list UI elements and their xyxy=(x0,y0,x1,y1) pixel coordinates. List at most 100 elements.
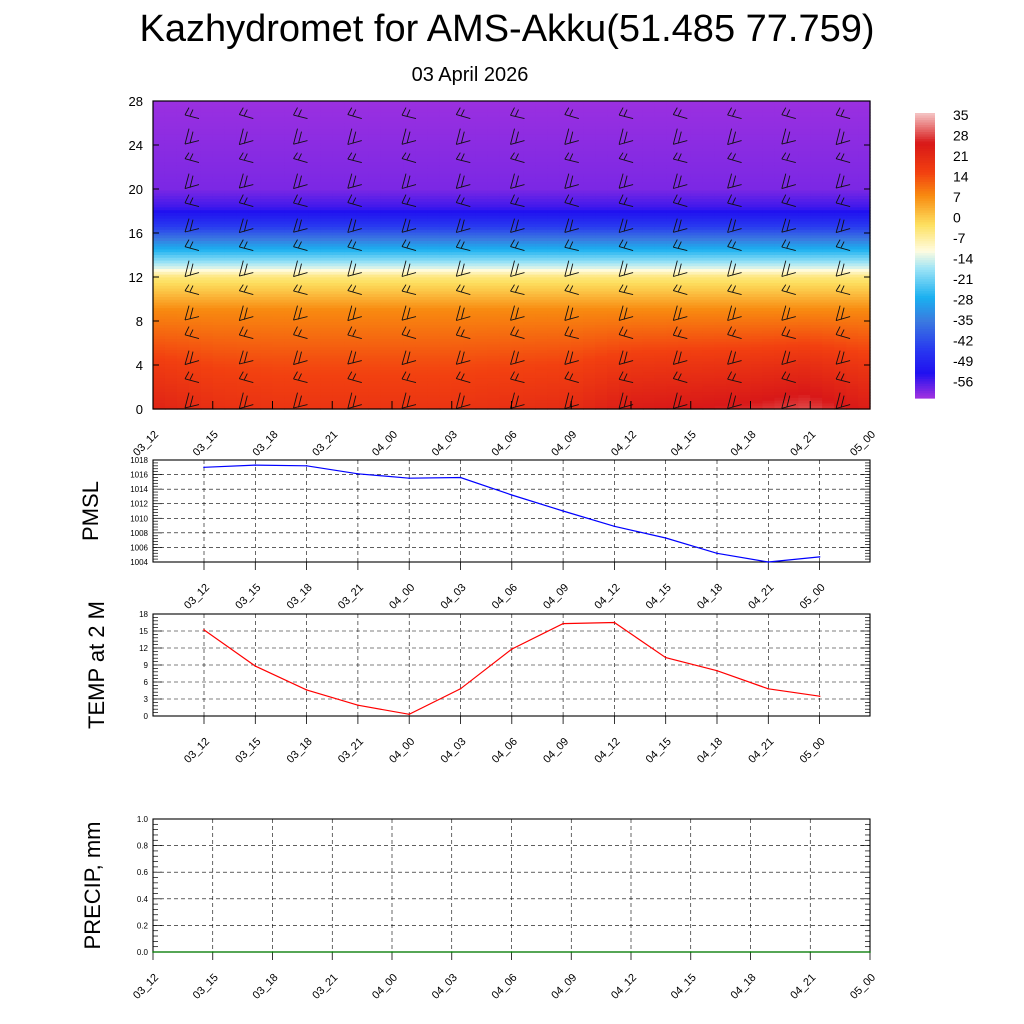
heatmap-cell xyxy=(547,224,560,228)
heatmap-cell xyxy=(212,260,226,264)
heatmap-cell xyxy=(356,271,369,276)
heatmap-cell xyxy=(164,358,178,362)
heatmap-cell xyxy=(607,364,620,368)
heatmap-cell xyxy=(535,347,548,351)
heatmap-cell xyxy=(571,372,584,376)
heatmap-cell xyxy=(631,347,644,351)
heatmap-cell xyxy=(224,193,238,197)
heatmap-cell xyxy=(607,201,620,206)
heatmap-cell xyxy=(236,322,250,326)
heatmap-cell xyxy=(451,367,465,371)
heatmap-cell xyxy=(188,126,202,130)
heatmap-cell xyxy=(678,140,692,144)
heatmap-cell xyxy=(320,350,333,354)
heatmap-cell xyxy=(415,389,429,393)
heatmap-cell xyxy=(535,313,548,318)
heatmap-cell xyxy=(427,165,441,169)
heatmap-cell xyxy=(678,106,692,110)
heatmap-cell xyxy=(320,210,333,214)
heatmap-cell xyxy=(296,280,309,284)
heatmap-cell xyxy=(607,204,620,208)
heatmap-cell xyxy=(344,336,357,340)
heatmap-cell xyxy=(368,101,381,105)
heatmap-cell xyxy=(188,285,202,290)
heatmap-cell xyxy=(164,131,178,136)
heatmap-cell xyxy=(535,196,548,200)
heatmap-cell xyxy=(475,327,489,332)
heatmap-cell xyxy=(607,333,620,337)
heatmap-cell xyxy=(642,383,656,388)
heatmap-cell xyxy=(248,364,262,368)
heatmap-cell xyxy=(678,185,692,189)
heatmap-cell xyxy=(547,187,560,192)
heatmap-cell xyxy=(200,325,214,329)
heatmap-cell xyxy=(272,101,286,105)
heatmap-cell xyxy=(547,193,560,197)
heatmap-cell xyxy=(344,134,357,138)
heatmap-cell xyxy=(619,143,632,147)
heatmap-cell xyxy=(463,154,477,158)
heatmap-cell xyxy=(451,327,465,332)
heatmap-cell xyxy=(212,120,226,124)
heatmap-cell xyxy=(487,123,501,127)
heatmap-cell xyxy=(678,347,692,351)
heatmap-cell xyxy=(463,246,477,250)
heatmap-cell xyxy=(427,344,441,348)
heatmap-cell xyxy=(200,269,214,273)
heatmap-cell xyxy=(475,173,489,178)
heatmap-cell xyxy=(499,353,513,357)
heatmap-cell xyxy=(344,140,357,144)
heatmap-cell xyxy=(392,392,405,396)
heatmap-cell xyxy=(308,381,321,385)
heatmap-cell xyxy=(224,285,238,290)
heatmap-cell xyxy=(463,271,477,276)
heatmap-cell xyxy=(547,137,560,141)
heatmap-cell xyxy=(607,249,620,253)
heatmap-cell xyxy=(631,115,644,119)
heatmap-cell xyxy=(248,207,262,211)
heatmap-cell xyxy=(164,367,178,371)
heatmap-cell xyxy=(368,386,381,390)
heatmap-cell xyxy=(511,123,525,127)
heatmap-cell xyxy=(356,134,369,138)
heatmap-cell xyxy=(666,171,680,175)
heatmap-cell xyxy=(200,106,214,110)
heatmap-cell xyxy=(535,157,548,161)
heatmap-cell xyxy=(248,221,262,225)
heatmap-cell xyxy=(523,299,536,304)
heatmap-cell xyxy=(487,383,501,388)
heatmap-cell xyxy=(571,406,584,410)
heatmap-cell xyxy=(344,392,357,396)
heatmap-cell xyxy=(200,235,214,239)
heatmap-cell xyxy=(368,210,381,214)
heatmap-cell xyxy=(188,199,202,203)
heatmap-cell xyxy=(332,165,345,169)
heatmap-cell xyxy=(415,221,429,225)
heatmap-cell xyxy=(272,159,286,164)
heatmap-cell xyxy=(547,204,560,208)
heatmap-cell xyxy=(439,330,453,334)
heatmap-cell xyxy=(427,378,441,382)
heatmap-cell xyxy=(200,193,214,197)
heatmap-cell xyxy=(260,232,274,236)
heatmap-cell xyxy=(654,207,668,211)
heatmap-cell xyxy=(439,145,453,150)
heatmap-cell xyxy=(308,112,321,116)
heatmap-cell xyxy=(642,179,656,183)
heatmap-cell xyxy=(164,333,178,337)
heatmap-cell xyxy=(619,333,632,337)
heatmap-cell xyxy=(583,171,596,175)
heatmap-cell xyxy=(463,106,477,110)
heatmap-cell xyxy=(260,269,274,273)
heatmap-cell xyxy=(200,291,214,295)
heatmap-cell xyxy=(153,196,166,200)
heatmap-cell xyxy=(212,372,226,376)
heatmap-cell xyxy=(571,145,584,150)
heatmap-cell xyxy=(272,322,286,326)
heatmap-cell xyxy=(296,403,309,407)
heatmap-cell xyxy=(212,154,226,158)
heatmap-cell xyxy=(153,255,166,259)
heatmap-cell xyxy=(523,347,536,351)
heatmap-cell xyxy=(547,134,560,138)
heatmap-cell xyxy=(368,243,381,248)
